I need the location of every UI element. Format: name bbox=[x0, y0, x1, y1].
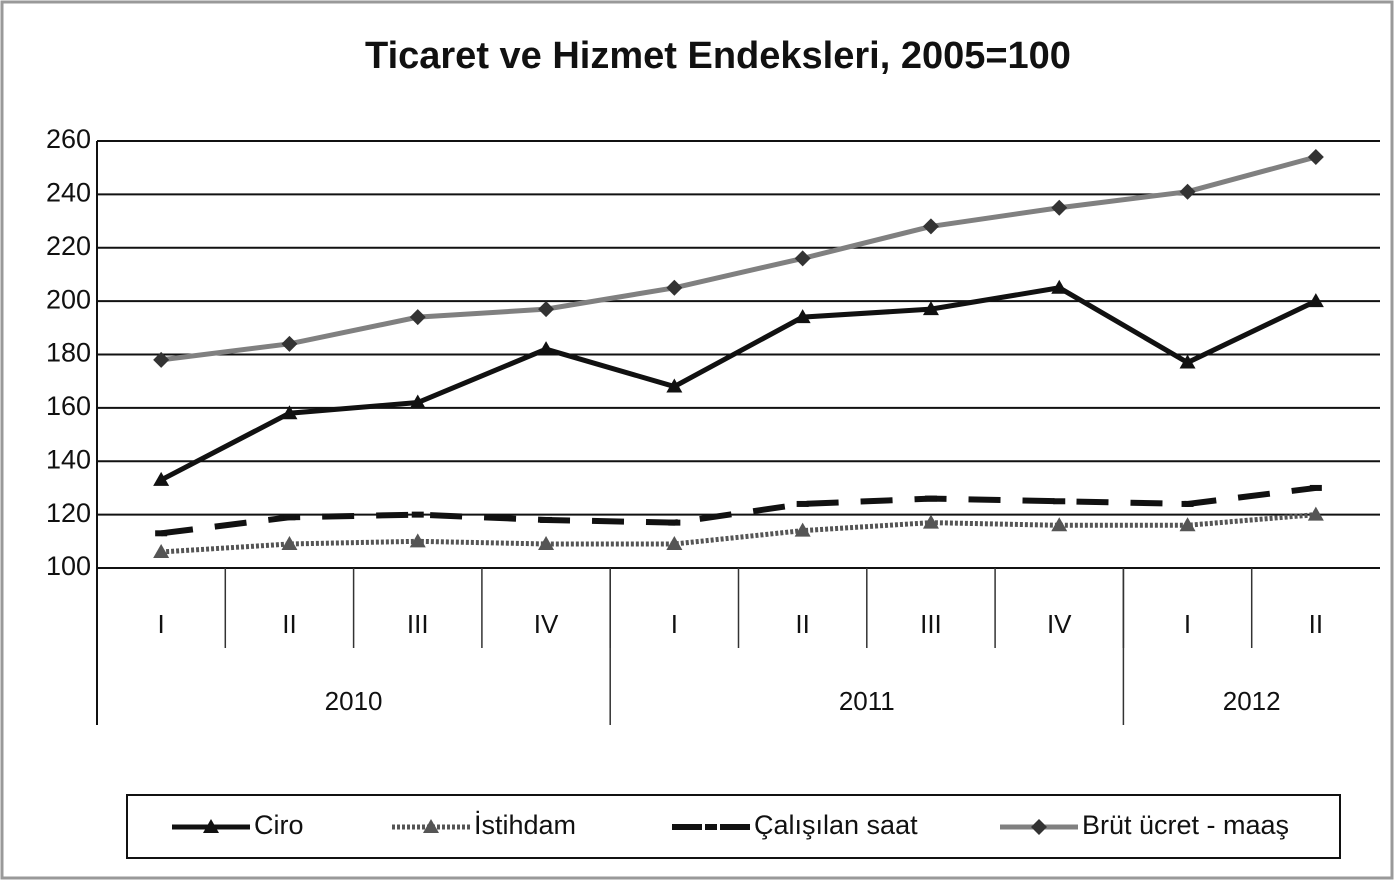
x-tick-label: I bbox=[158, 609, 165, 639]
marker bbox=[538, 341, 555, 356]
marker bbox=[153, 543, 170, 558]
marker bbox=[423, 819, 439, 833]
y-tick-label: 220 bbox=[46, 231, 91, 261]
group-label: 2012 bbox=[1223, 686, 1281, 716]
x-tick-label: III bbox=[407, 609, 429, 639]
marker bbox=[281, 405, 298, 420]
series-line bbox=[160, 512, 1317, 555]
marker bbox=[924, 495, 937, 502]
marker bbox=[1307, 506, 1324, 521]
series-line bbox=[160, 154, 1317, 363]
legend-label: Ciro bbox=[254, 810, 304, 840]
y-tick-label: 120 bbox=[46, 498, 91, 528]
marker bbox=[409, 533, 426, 548]
marker bbox=[203, 819, 219, 833]
marker bbox=[666, 279, 683, 296]
x-tick-label: IV bbox=[1047, 609, 1072, 639]
marker bbox=[540, 516, 553, 523]
marker bbox=[666, 535, 683, 550]
marker bbox=[153, 351, 170, 368]
marker bbox=[922, 218, 939, 235]
marker bbox=[922, 514, 939, 529]
series-line bbox=[160, 484, 1317, 537]
y-tick-label: 260 bbox=[46, 124, 91, 154]
group-label: 2010 bbox=[325, 686, 383, 716]
marker bbox=[668, 519, 681, 526]
marker bbox=[411, 511, 424, 518]
marker bbox=[794, 309, 811, 324]
x-tick-label: II bbox=[1309, 609, 1323, 639]
group-label: 2011 bbox=[839, 686, 895, 716]
legend-label: İstihdam bbox=[474, 809, 576, 840]
marker bbox=[1181, 500, 1194, 507]
marker bbox=[409, 394, 426, 409]
series-line bbox=[159, 285, 1317, 483]
marker bbox=[705, 824, 717, 830]
x-tick-label: I bbox=[671, 609, 678, 639]
marker bbox=[1053, 498, 1066, 505]
x-tick-label: I bbox=[1184, 609, 1191, 639]
y-tick-label: 140 bbox=[46, 444, 91, 474]
marker bbox=[409, 309, 426, 326]
marker bbox=[1307, 293, 1324, 308]
marker bbox=[1031, 819, 1047, 835]
marker bbox=[1051, 199, 1068, 216]
x-tick-label: II bbox=[795, 609, 809, 639]
legend-label: Brüt ücret - maaş bbox=[1082, 810, 1289, 840]
marker bbox=[796, 500, 809, 507]
marker bbox=[155, 530, 168, 537]
marker bbox=[1179, 354, 1196, 369]
marker bbox=[281, 335, 298, 352]
x-tick-label: IV bbox=[534, 609, 559, 639]
marker bbox=[153, 471, 170, 486]
y-tick-label: 160 bbox=[46, 391, 91, 421]
marker bbox=[1179, 517, 1196, 532]
chart-title: Ticaret ve Hizmet Endeksleri, 2005=100 bbox=[365, 35, 1071, 77]
marker bbox=[1051, 517, 1068, 532]
marker bbox=[666, 378, 683, 393]
x-tick-label: II bbox=[282, 609, 296, 639]
x-tick-label: III bbox=[920, 609, 942, 639]
marker bbox=[538, 535, 555, 550]
y-tick-label: 180 bbox=[46, 338, 91, 368]
marker bbox=[1179, 183, 1196, 200]
marker bbox=[1309, 484, 1322, 491]
legend-label: Çalışılan saat bbox=[754, 810, 918, 840]
marker bbox=[281, 535, 298, 550]
marker bbox=[794, 250, 811, 267]
marker bbox=[283, 514, 296, 521]
marker bbox=[1307, 149, 1324, 166]
y-tick-label: 200 bbox=[46, 284, 91, 314]
marker bbox=[922, 301, 939, 316]
y-tick-label: 100 bbox=[46, 551, 91, 581]
y-tick-label: 240 bbox=[46, 178, 91, 208]
marker bbox=[538, 301, 555, 318]
marker bbox=[794, 522, 811, 537]
marker bbox=[1051, 279, 1068, 294]
